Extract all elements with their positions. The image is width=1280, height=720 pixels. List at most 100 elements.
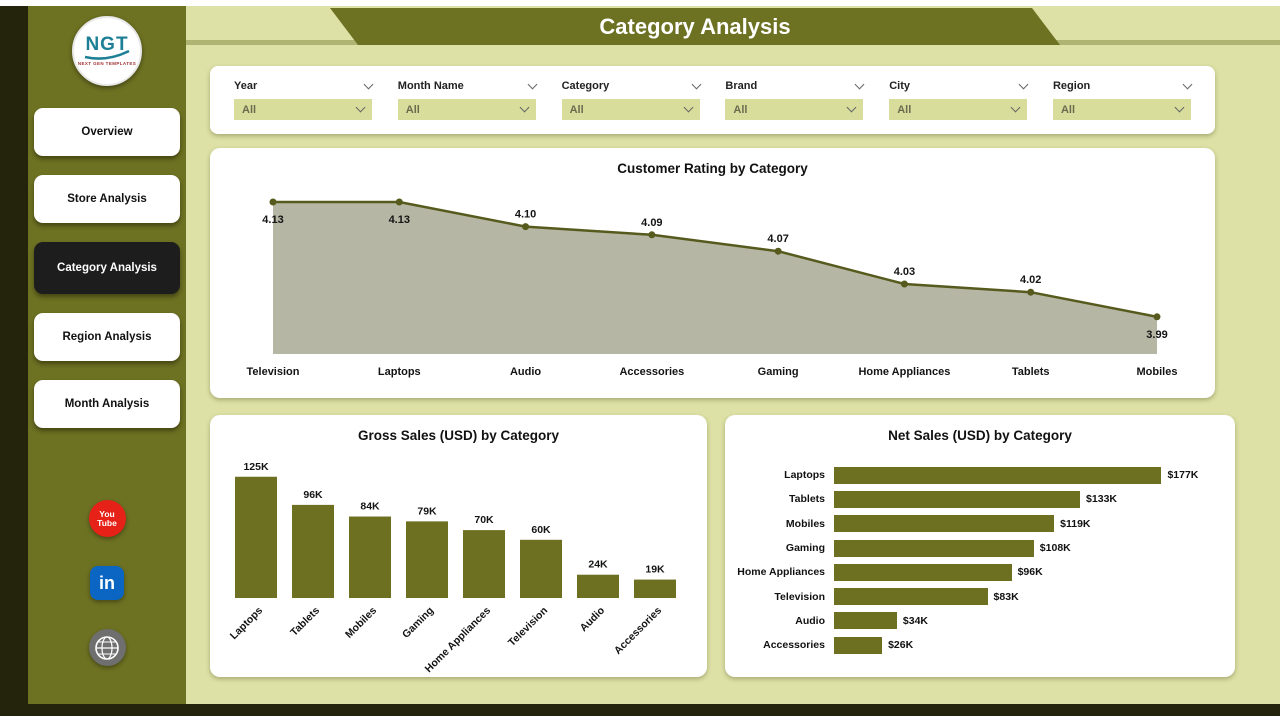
rating-chart-title: Customer Rating by Category [617,161,808,176]
data-point-accessories[interactable] [648,231,656,239]
data-point-tablets[interactable] [1027,288,1035,296]
bar-mobiles[interactable] [834,515,1055,533]
bar-value: $96K [1017,566,1043,579]
bar-value: $83K [993,590,1019,603]
bar-laptops[interactable] [235,476,277,598]
website-globe-icon[interactable] [88,629,126,666]
bar-tablets[interactable] [834,490,1081,508]
filter-label: Brand [725,80,758,92]
data-point-home-appliances[interactable] [900,280,908,288]
linkedin-icon[interactable]: in [90,566,124,600]
category-label: Audio [795,614,825,627]
category-label: Gaming [400,605,436,641]
category-label: Laptops [228,605,265,642]
data-label: 4.03 [894,266,915,278]
bar-value: 79K [417,505,437,517]
filter-label: Category [561,80,610,92]
bar-value: 19K [645,564,665,576]
bar-accessories[interactable] [834,636,883,654]
sidebar-item-overview[interactable]: Overview [34,108,180,156]
filter-dropdown-city[interactable]: All [889,99,1028,120]
page-title: Category Analysis [599,13,791,39]
category-label: Accessories [763,639,825,652]
data-label: 4.13 [262,214,283,226]
bar-value: $119K [1060,517,1091,530]
rating-card: Customer Rating by Category 4.13 Televisi… [210,148,1215,398]
category-label: Television [506,605,550,649]
filter-label-row: City [889,79,1029,92]
bar-value: $133K [1086,493,1117,506]
category-label: Mobiles [785,517,825,530]
bar-television[interactable] [834,588,988,606]
bar-accessories[interactable] [634,579,676,598]
bar-value: 84K [360,501,380,513]
filter-dropdown-brand[interactable]: All [725,99,864,120]
net-row-television: Television $83K [725,584,1235,608]
category-label: Accessories [612,605,664,657]
chevron-down-icon [527,79,538,89]
youtube-icon[interactable]: You Tube [88,500,126,537]
filter-dropdown-month-name[interactable]: All [397,99,536,120]
sidebar-item-month-analysis[interactable]: Month Analysis [34,380,180,428]
bar-audio[interactable] [577,574,619,598]
bar-gaming[interactable] [834,539,1034,557]
bar-tablets[interactable] [292,504,334,598]
data-point-mobiles[interactable] [1153,313,1161,321]
bar-home-appliances[interactable] [463,530,505,598]
filter-dropdown-region[interactable]: All [1052,99,1191,120]
sidebar-item-region-analysis[interactable]: Region Analysis [34,313,180,361]
logo-swoosh-icon [84,49,130,60]
chevron-down-icon [1182,79,1193,89]
filter-label-row: Region [1053,79,1193,92]
gross-sales-chart: 125K Laptops 96K Tablets 84K Mobiles 79K Gaming… [228,461,676,675]
filter-dropdown-year[interactable]: All [234,99,372,120]
bar-gaming[interactable] [406,521,448,598]
sidebar-item-category-analysis[interactable]: Category Analysis [34,242,180,294]
data-point-television[interactable] [269,198,277,206]
bar-value: 96K [303,489,323,501]
chevron-down-icon [1174,102,1185,113]
net-row-laptops: Laptops $177K [725,463,1235,487]
chevron-down-icon [854,79,865,89]
category-label: Tablets [288,605,322,639]
category-label: Accessories [619,366,684,378]
sidebar-item-store-analysis[interactable]: Store Analysis [34,175,180,223]
data-point-laptops[interactable] [395,198,403,206]
filter-brand: Brand All [725,79,865,120]
net-sales-chart: Laptops $177K Tablets $133K Mobiles $119K Gami… [725,463,1235,657]
net-row-tablets: Tablets $133K [725,487,1235,511]
category-label: Audio [510,366,541,378]
header-banner: Category Analysis [330,8,1060,45]
bar-value: $26K [888,639,914,652]
data-label: 4.13 [389,214,410,226]
filter-value: All [897,103,912,116]
filter-label: Year [234,80,258,92]
filter-label-row: Brand [725,79,865,92]
bar-laptops[interactable] [834,466,1162,484]
bar-mobiles[interactable] [349,516,391,598]
chevron-down-icon [1010,102,1021,113]
area-fill [273,202,1157,354]
filter-value: All [405,103,420,116]
bar-home-appliances[interactable] [834,563,1012,581]
bar-television[interactable] [520,539,562,598]
net-row-gaming: Gaming $108K [725,536,1235,560]
gross-chart-title: Gross Sales (USD) by Category [357,428,560,443]
category-label: Gaming [758,366,799,378]
data-label: 4.07 [767,233,788,245]
chevron-down-icon [683,102,694,113]
filter-year: Year All [234,79,374,120]
filter-value: All [733,103,748,116]
bar-value: 60K [531,524,551,536]
social-links: You Tube in [28,500,186,666]
filter-dropdown-category[interactable]: All [561,99,700,120]
filter-label-row: Month Name [398,79,538,92]
data-point-audio[interactable] [522,223,530,231]
rating-chart: 4.13 Television 4.13 Laptops 4.10 Audio 4.09 Ac… [247,198,1177,378]
bottom-edge-strip [28,704,1280,716]
data-point-gaming[interactable] [774,247,782,255]
filter-label-row: Year [234,79,374,92]
bar-audio[interactable] [834,612,897,630]
bar-value: $177K [1167,469,1199,482]
